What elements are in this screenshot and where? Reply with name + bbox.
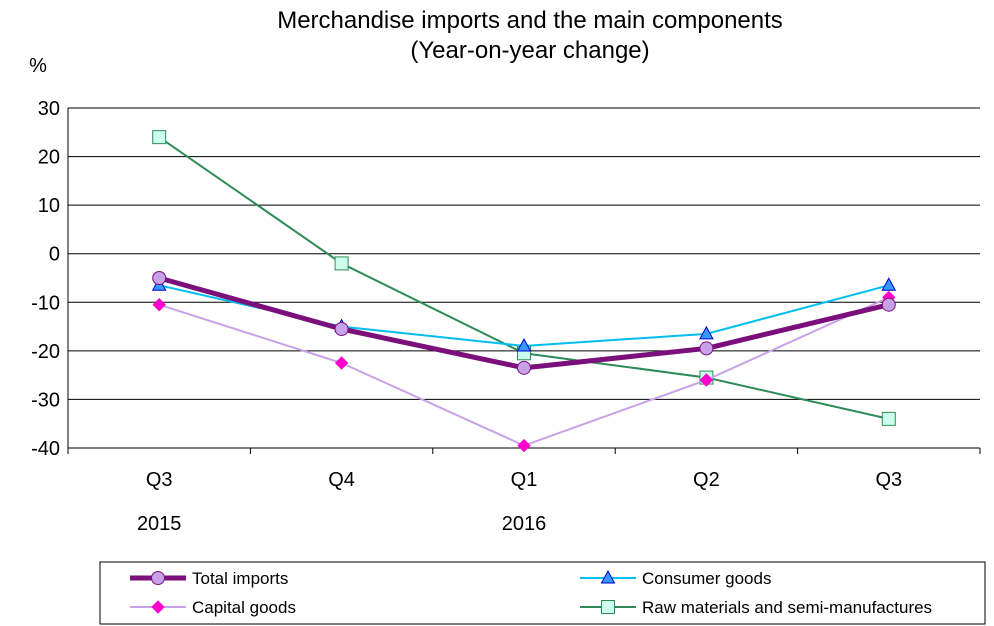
chart-subtitle: (Year-on-year change) — [410, 37, 649, 64]
y-axis-label: % — [29, 55, 47, 77]
y-tick-label: 30 — [38, 98, 60, 120]
data-point — [152, 130, 167, 145]
x-tick-label: Q3 — [146, 469, 173, 491]
legend-marker — [151, 571, 165, 585]
data-point — [152, 271, 167, 285]
legend-entry: Raw materials and semi-manufactures — [580, 598, 932, 617]
legend-entry: Total imports — [130, 569, 288, 588]
axes — [67, 108, 981, 454]
data-point — [517, 438, 531, 453]
series-2 — [152, 290, 896, 453]
x-tick-label: Q1 — [511, 469, 538, 491]
x-tick-label: Q4 — [328, 469, 355, 491]
data-point — [699, 373, 714, 387]
legend-label: Raw materials and semi-manufactures — [642, 598, 932, 617]
data-point — [699, 325, 714, 340]
year-label: 2016 — [502, 513, 547, 535]
year-labels: 2015 2016 — [137, 513, 546, 535]
legend-marker — [600, 569, 616, 584]
data-point — [699, 341, 714, 356]
data-point — [881, 277, 897, 291]
y-tick-label: -10 — [31, 292, 60, 314]
year-label: 2015 — [137, 513, 182, 535]
series-group — [151, 130, 897, 453]
y-tick-label: 0 — [49, 244, 60, 266]
legend-label: Total imports — [192, 569, 288, 588]
series-line — [158, 136, 890, 420]
y-tick-label: -40 — [31, 438, 60, 460]
data-point — [152, 298, 166, 312]
series-1 — [151, 277, 897, 352]
gridlines — [68, 107, 980, 449]
y-tick-label: -30 — [31, 389, 60, 411]
legend-marker — [601, 600, 615, 614]
legend: Total imports Consumer goods Capital goods… — [99, 561, 986, 625]
legend-entry: Consumer goods — [580, 569, 771, 588]
legend-box — [99, 561, 986, 625]
x-tick-label: Q2 — [693, 469, 720, 491]
legend-marker — [151, 600, 165, 614]
data-point — [881, 297, 896, 312]
data-point — [334, 322, 349, 336]
series-line — [158, 284, 890, 347]
x-tick-labels: Q3 Q4 Q1 Q2 Q3 — [146, 469, 902, 491]
data-point — [516, 337, 532, 352]
y-tick-label: -20 — [31, 341, 60, 363]
y-tick-labels: 30 20 10 0 -10 -20 -30 -40 — [31, 98, 60, 460]
y-tick-label: 20 — [38, 147, 60, 169]
y-tick-label: 10 — [38, 195, 60, 217]
legend-label: Consumer goods — [642, 569, 771, 588]
chart-title: Merchandise imports and the main compone… — [277, 7, 783, 34]
legend-label: Capital goods — [192, 598, 296, 617]
x-tick-label: Q3 — [875, 469, 902, 491]
data-point — [334, 356, 349, 370]
legend-entry: Capital goods — [130, 598, 296, 617]
data-point — [881, 411, 896, 426]
series-0 — [152, 271, 896, 375]
data-point — [334, 256, 349, 271]
series-3 — [152, 130, 896, 426]
data-point — [517, 360, 531, 375]
